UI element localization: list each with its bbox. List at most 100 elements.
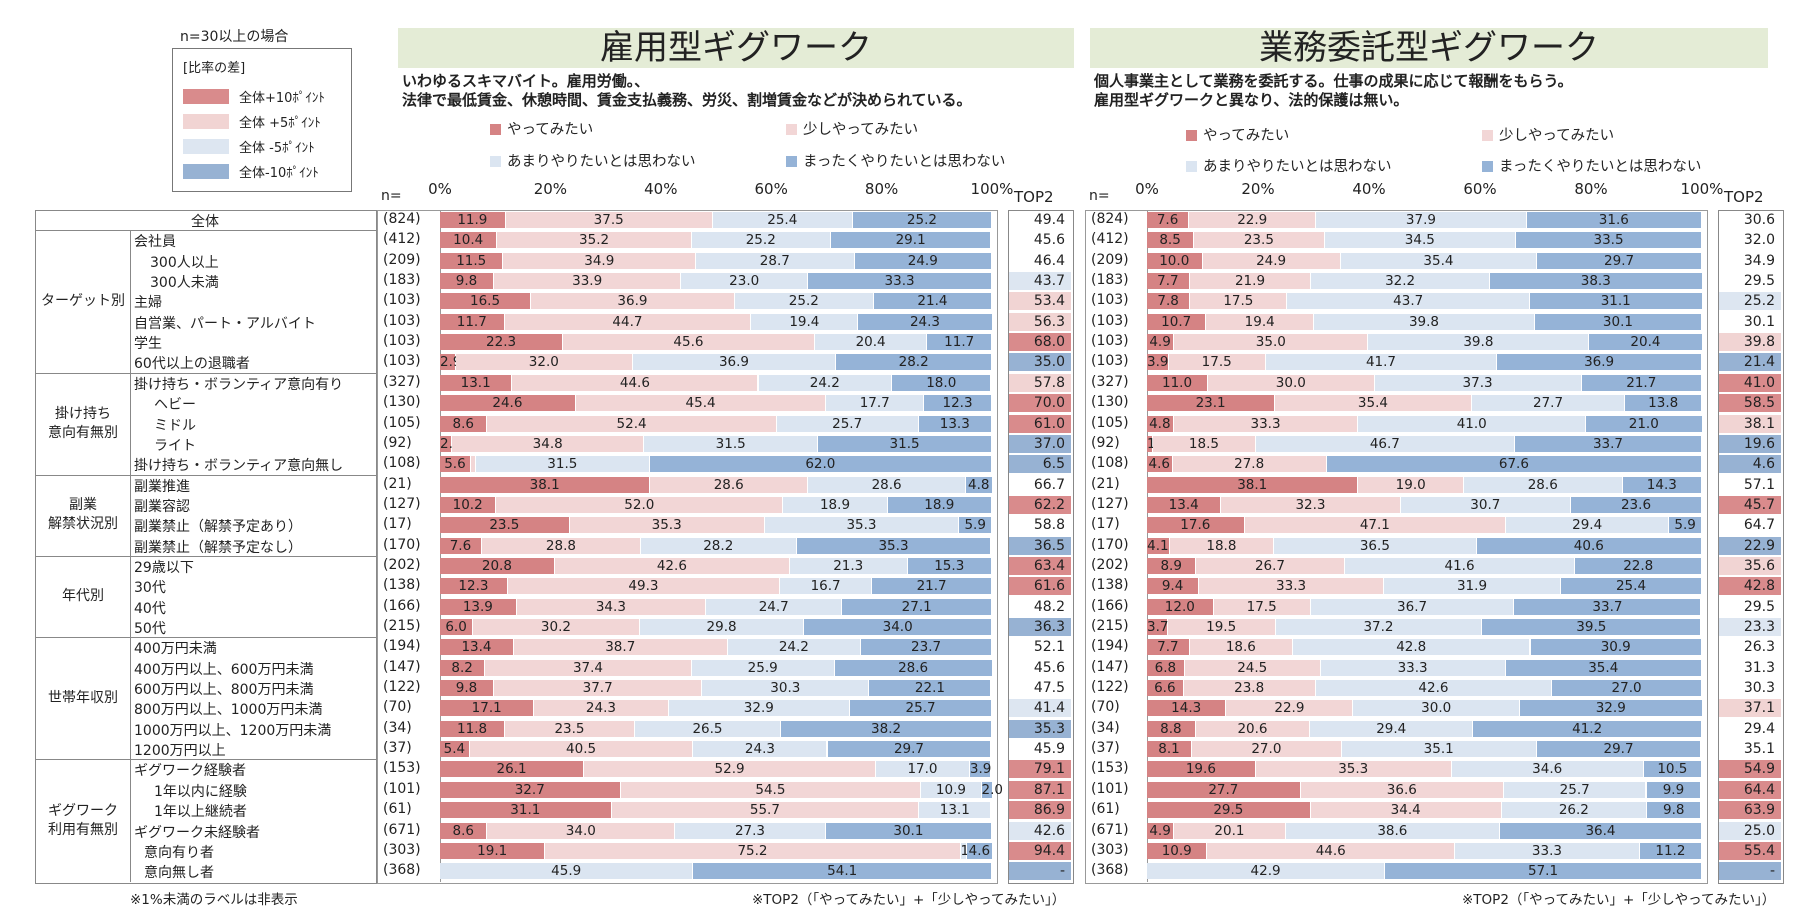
row-n: (138) [383,577,421,594]
bar-segment-label: 17.5 [1223,293,1254,310]
bar-segment: 37.2 [1275,619,1483,635]
bar-segment-label: 18.0 [926,374,957,391]
bar-segment-label: 30.1 [893,822,924,839]
bar-segment: 44.6 [1207,842,1455,859]
bar-segment-label: 30.9 [1600,639,1631,656]
chart-frame [377,210,998,884]
top2-value: 45.7 [1719,495,1781,514]
bar-segment: 35.0 [1174,334,1369,351]
bar-segment: 4.8 [1147,415,1174,432]
bar-segment: 19.5 [1167,619,1276,635]
row-n: (824) [1091,211,1129,227]
bar-segment-label: 38.1 [1237,476,1268,493]
top2-value: 61.0 [1009,414,1071,433]
bar-segment: 21.9 [1189,273,1312,290]
bar-segment-label: 27.7 [1208,781,1239,798]
top2-value: 29.4 [1719,719,1781,738]
series-legend-label: あまりやりたいとは思わない [507,154,696,170]
row-n: (202) [383,556,421,573]
bar-segment-label: 24.3 [585,700,616,717]
row-n: (194) [383,638,421,655]
bar-segment: 35.3 [796,537,992,554]
bar-segment: 45.6 [563,334,815,351]
bar-segment-label: 37.2 [1363,619,1394,635]
bar-segment-label: 13.1 [460,374,491,391]
bar-segment: 9.4 [1147,578,1200,595]
bar-segment: 57.1 [1385,863,1702,880]
bar-segment: 34.4 [1310,802,1502,819]
bar-segment-label: 10.5 [1657,761,1688,778]
bar-segment-label: 42.6 [1418,680,1449,697]
bar-segment: 18.0 [892,374,992,391]
top2-value: 38.1 [1719,414,1781,433]
row-label: 学生 [134,336,162,353]
bar-segment: 24.3 [858,313,993,330]
bar-segment-label: 29.8 [706,619,737,635]
bar-segment-label: 42.9 [1250,863,1281,880]
bar-segment: 8.1 [1147,741,1192,758]
top2-value: 58.8 [1009,516,1071,535]
bar-segment: 6.8 [1147,659,1185,676]
row-n: (122) [1091,679,1129,696]
bar-segment: 25.7 [776,415,919,432]
bar-segment: 33.9 [494,273,682,290]
bar-segment-label: 6.6 [1154,680,1176,697]
row-n: (21) [383,475,412,492]
bar-segment-label: 32.2 [1385,273,1416,290]
bar-segment: 9.8 [440,680,495,697]
series-legend-swatch [786,156,797,167]
top2-value: 48.2 [1009,597,1071,616]
bar-segment: 12.0 [1147,598,1214,615]
bar-segment: 52.4 [487,415,777,432]
top2-value: 45.9 [1009,740,1071,759]
bar-segment: 21.7 [1581,374,1702,391]
row-label: 副業推進 [134,478,190,495]
top2-value: 94.4 [1009,841,1071,860]
bar-segment: 38.6 [1285,822,1500,839]
row-n: (412) [1091,231,1129,248]
bar-segment-label: 30.0 [1421,700,1452,717]
bar-segment-label: 3.9 [969,761,992,778]
bar-segment-label: 21.4 [917,293,948,310]
bar-segment-label: 13.4 [1168,496,1199,513]
bar-segment: 38.2 [781,720,992,737]
bar-segment: 36.9 [1497,354,1702,371]
bar-segment-label: 25.4 [767,212,798,228]
row-n: (671) [383,821,421,838]
group-divider [35,759,377,761]
bar-segment: 8.6 [440,822,488,839]
axis-tick-label: 100% [1680,180,1724,198]
bar-segment: 12.3 [440,578,508,595]
bar-segment: 25.2 [691,232,831,249]
row-n: (170) [383,536,421,553]
bar-segment-label: 21.7 [1626,374,1657,391]
series-legend-item: やってみたい [490,118,593,139]
bar-segment-label: 17.5 [1246,598,1277,615]
top2-header: TOP2 [1724,188,1764,206]
bar-segment-label: 22.8 [1623,557,1654,574]
bar-segment: 17.0 [876,761,970,778]
bar-segment: 33.3 [1320,659,1506,676]
bar-segment-label: 36.5 [1359,537,1390,554]
top2-value: 63.9 [1719,801,1781,820]
bar-segment-label: 29.7 [893,741,924,758]
bar-segment: 34.9 [503,252,697,269]
bar-segment-label: 18.9 [819,496,851,513]
bar-segment-label: 35.0 [1255,334,1286,351]
bar-segment: 30.9 [1530,639,1702,656]
bar-segment-label: 32.7 [514,781,545,798]
bar-segment: 6.0 [440,619,474,635]
bar-segment: 5.9 [1669,517,1702,534]
bar-segment: 20.1 [1174,822,1286,839]
bar-segment: 29.5 [1147,802,1311,819]
bar-segment-label: 29.5 [1213,802,1244,819]
row-label: 30代 [134,580,166,597]
bar-segment: 41.0 [1358,415,1586,432]
bar-segment: 23.5 [440,517,570,534]
bar-segment: 42.6 [554,557,790,574]
bar-segment: 11.9 [440,212,506,228]
axis-tick-label: 80% [1574,180,1608,198]
bar-segment: 9.8 [440,273,495,290]
bar-segment: 7.6 [440,537,482,554]
bar-segment: 2.2 [440,435,461,452]
